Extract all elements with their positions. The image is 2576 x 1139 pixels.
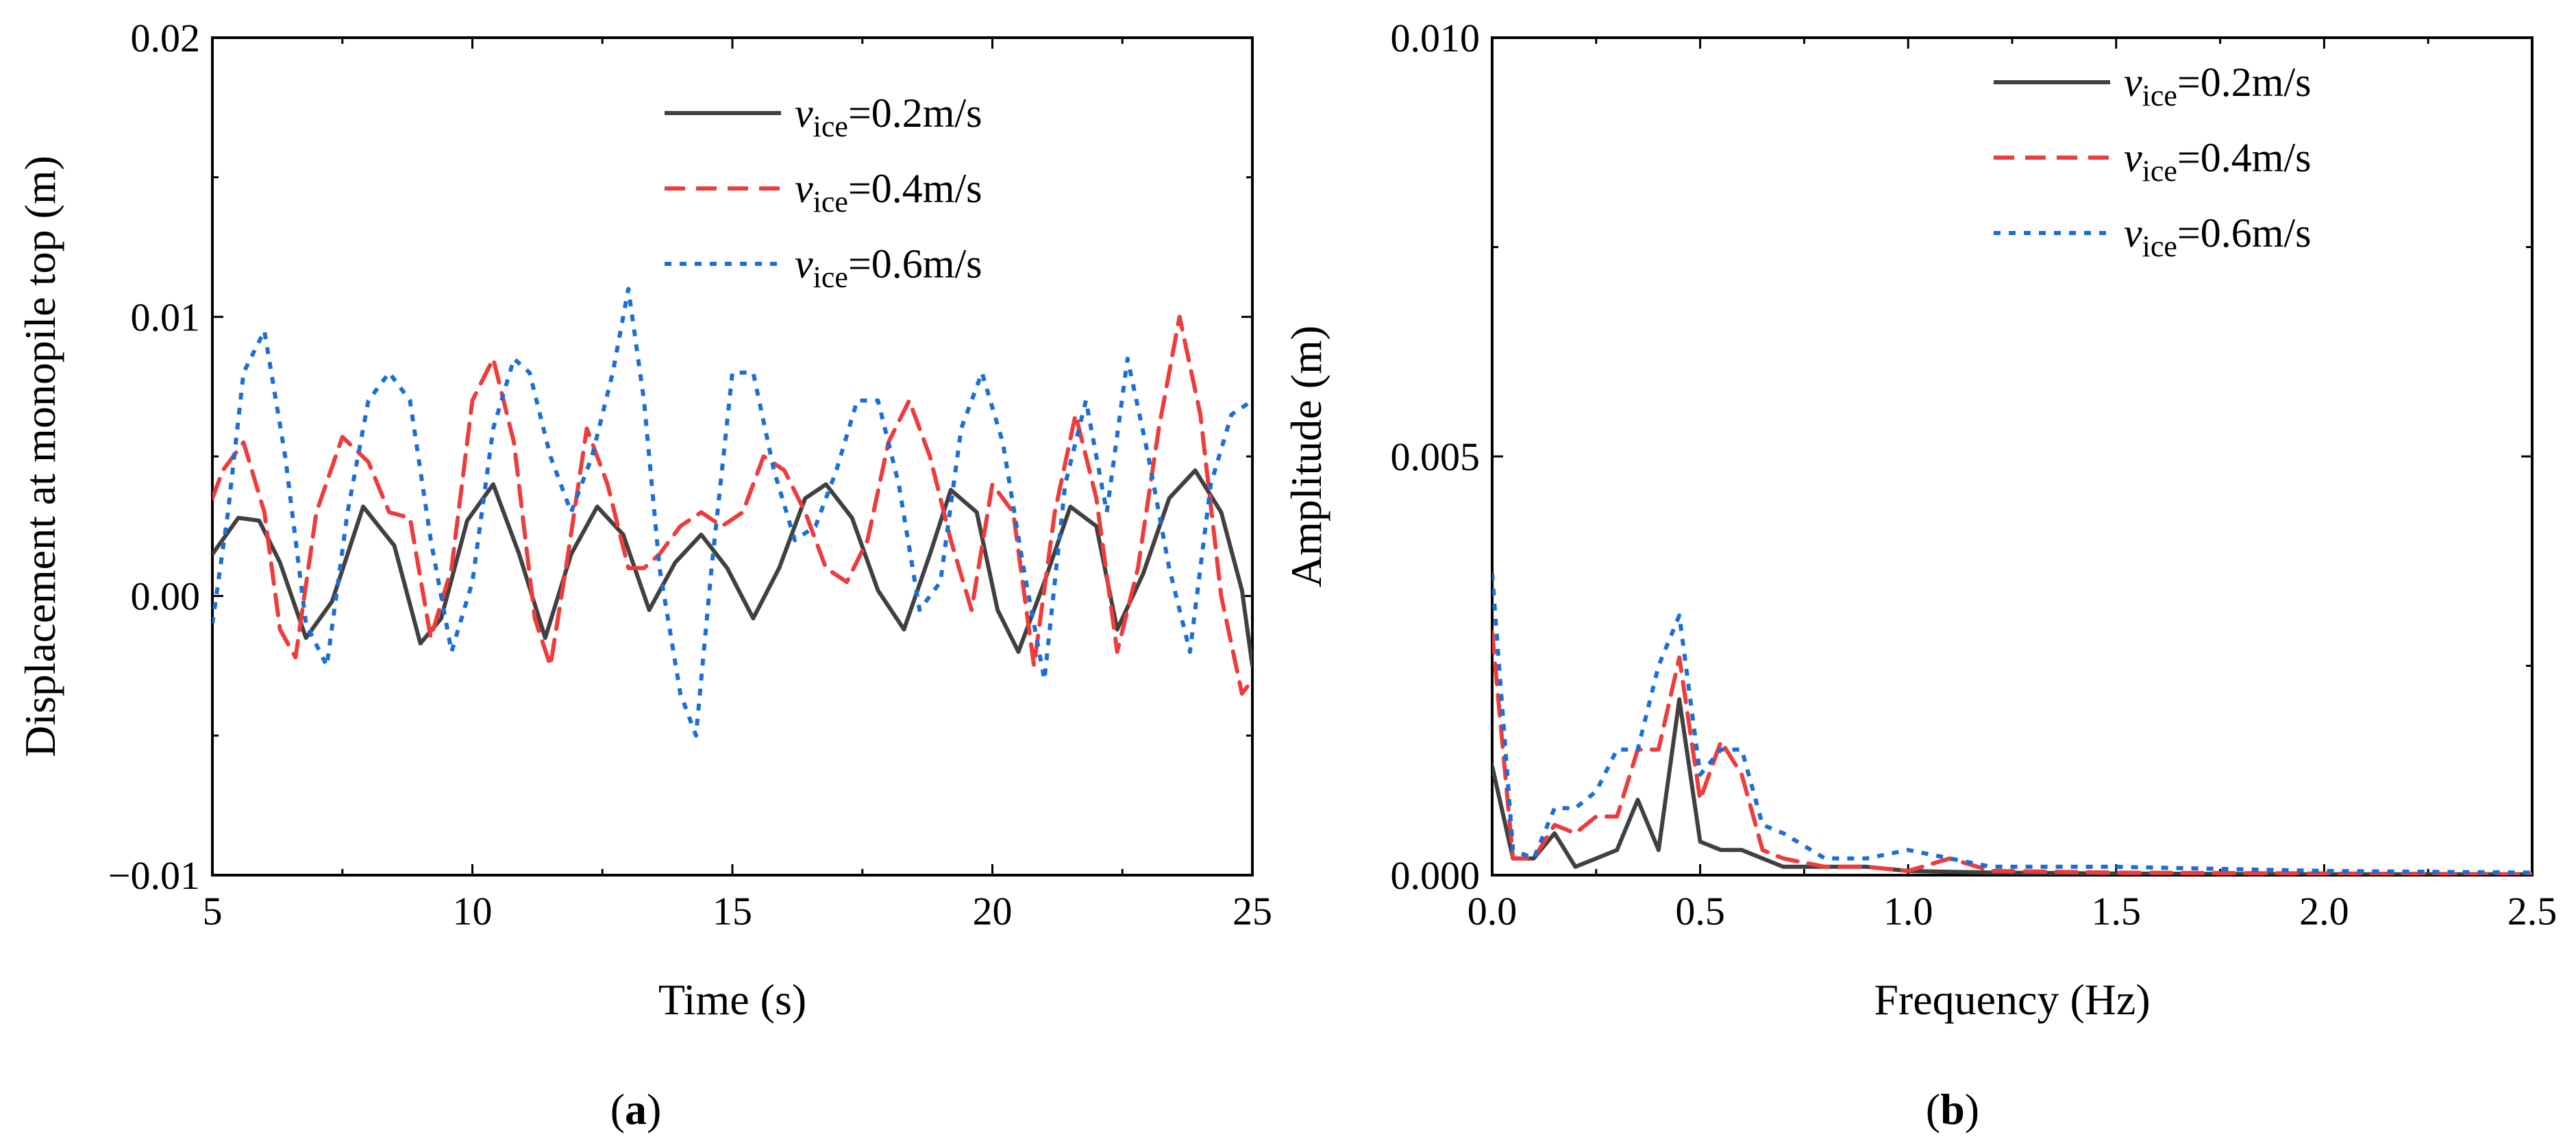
legend-rest: =0.6m/s: [2177, 210, 2312, 256]
series-line-3: [1492, 573, 2532, 875]
x-tick-label: 2.5: [2507, 889, 2558, 933]
y-tick-label: 0.000: [1391, 853, 1481, 898]
legend-sub: ice: [2142, 79, 2177, 112]
legend-sub: ice: [813, 260, 848, 294]
x-tick-label: 10: [453, 889, 493, 933]
y-tick-label: 0.02: [131, 16, 201, 60]
legend-sub: ice: [2142, 154, 2177, 188]
panel-b-caption-letter: b: [1940, 1085, 1965, 1134]
legend-var: v: [795, 241, 813, 286]
panel-b-chart: 0.0 0.5 1.0 1.5 2.0 2.5 0.000 0.005 0.010 Freque…: [1282, 16, 2557, 1134]
series-line-2: [1492, 630, 2532, 875]
legend-var: v: [2124, 60, 2142, 105]
x-tick-label: 5: [203, 889, 223, 933]
panel-a-caption-letter: a: [625, 1085, 647, 1134]
legend-var: v: [795, 90, 813, 136]
legend-rest: =0.2m/s: [2177, 60, 2312, 105]
legend-rest: =0.4m/s: [2177, 135, 2312, 180]
series-line-2: [212, 315, 1252, 696]
legend-label-2: vice=0.4m/s: [2124, 135, 2311, 188]
panel-b-plot-frame: [1491, 36, 2534, 877]
x-tick-label: 25: [1233, 889, 1272, 933]
x-tick-label: 0.0: [1467, 889, 1518, 933]
legend-label-2: vice=0.4m/s: [795, 166, 982, 219]
legend-rest: =0.4m/s: [848, 166, 982, 211]
x-tick-label: 15: [713, 889, 752, 933]
panel-b-xlabel: Frequency (Hz): [1874, 975, 2150, 1024]
panel-b-series: [1492, 573, 2532, 875]
legend-var: v: [2124, 210, 2142, 256]
y-tick-label: 0.005: [1391, 434, 1481, 479]
y-tick-label: 0.010: [1391, 16, 1481, 60]
series-line-1: [1492, 697, 2532, 875]
legend-rest: =0.2m/s: [848, 90, 982, 136]
legend-label-1: vice=0.2m/s: [795, 90, 982, 143]
panel-b-ticks: 0.0 0.5 1.0 1.5 2.0 2.5 0.000 0.005 0.010: [1391, 16, 2558, 933]
y-tick-label: −0.01: [108, 853, 200, 898]
x-tick-label: 2.0: [2299, 889, 2349, 933]
panel-b-caption: (b): [1926, 1085, 1979, 1134]
panel-a-xlabel: Time (s): [658, 975, 806, 1024]
legend-sub: ice: [813, 185, 848, 219]
legend-label-3: vice=0.6m/s: [795, 241, 982, 294]
panel-b-ylabel: Amplitude (m): [1282, 326, 1330, 587]
legend-label-1: vice=0.2m/s: [2124, 60, 2311, 112]
legend-sub: ice: [2142, 230, 2177, 263]
legend-sub: ice: [813, 110, 848, 143]
legend-var: v: [795, 166, 813, 211]
panel-a-ylabel: Displacement at monopile top (m): [16, 156, 64, 757]
x-tick-label: 0.5: [1675, 889, 1725, 933]
series-line-1: [212, 468, 1252, 668]
legend-label-3: vice=0.6m/s: [2124, 210, 2311, 263]
legend-rest: =0.6m/s: [848, 241, 982, 286]
panel-a-ticks: 5 10 15 20 25 −0.01 0.00 0.01 0.02: [108, 16, 1272, 933]
y-tick-label: 0.00: [131, 574, 201, 619]
x-tick-label: 20: [973, 889, 1013, 933]
legend-var: v: [2124, 135, 2142, 180]
x-tick-label: 1.0: [1883, 889, 1933, 933]
y-tick-label: 0.01: [131, 295, 201, 339]
panel-a-series: [212, 286, 1252, 738]
x-tick-label: 1.5: [2092, 889, 2142, 933]
panel-a-chart: 5 10 15 20 25 −0.01 0.00 0.01 0.02 Time (s) Disp…: [16, 16, 1272, 1134]
panel-a-caption: (a): [610, 1085, 662, 1134]
